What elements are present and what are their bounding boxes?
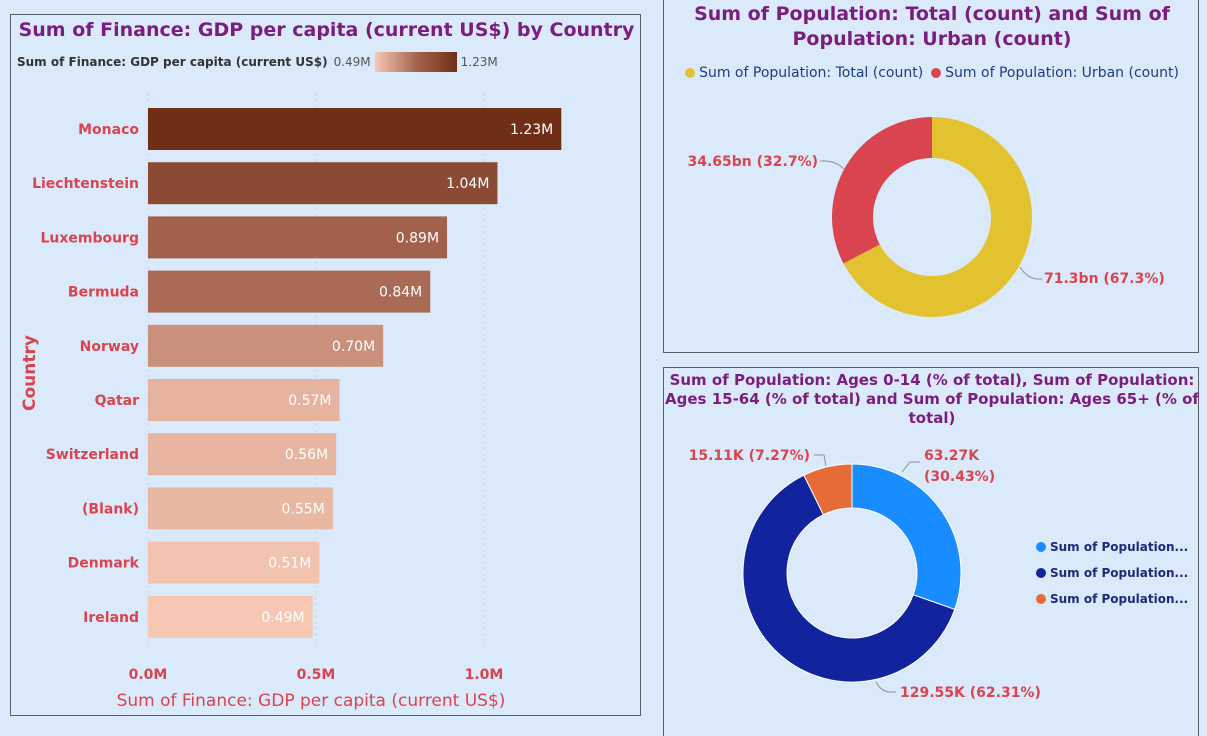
- y-category-label: Norway: [80, 339, 139, 355]
- donut-slice: [851, 463, 962, 611]
- x-tick-label: 1.0M: [465, 667, 504, 683]
- color-scale-legend: Sum of Finance: GDP per capita (current …: [17, 52, 498, 72]
- donut1-chart: 71.3bn (67.3%) 34.65bn (32.7%): [687, 117, 1165, 318]
- donut-slice: [843, 117, 1032, 318]
- bar: [148, 270, 431, 313]
- bar-chart-panel: Sum of Finance: GDP per capita (current …: [10, 14, 641, 716]
- leader-line: [1019, 266, 1042, 280]
- legend-label: Sum of Population...: [1050, 566, 1189, 580]
- legend-item-ages-15-64[interactable]: Sum of Population...: [1036, 566, 1188, 580]
- bar-data-label: 0.57M: [288, 393, 331, 409]
- legend-dot: [1036, 568, 1046, 578]
- donut-data-label: 71.3bn (67.3%): [1044, 271, 1165, 287]
- bar: [148, 541, 320, 584]
- legend-item-ages-65[interactable]: Sum of Population...: [1036, 592, 1188, 606]
- leader-line: [875, 681, 896, 693]
- legend-dot: [1036, 594, 1046, 604]
- donut-data-label: 15.11K (7.27%): [689, 448, 810, 464]
- y-category-label: Monaco: [78, 122, 139, 138]
- legend-dot: [685, 68, 696, 78]
- donut-data-label: 63.27K: [924, 448, 980, 464]
- y-category-label: Qatar: [95, 393, 139, 409]
- donut-slice: [832, 117, 932, 264]
- bar: [148, 379, 340, 421]
- legend-label: Sum of Population: Urban (count): [945, 65, 1179, 81]
- legend-dot: [931, 68, 942, 78]
- bar: [148, 216, 448, 259]
- bar: [148, 595, 313, 638]
- y-category-label: (Blank): [82, 501, 139, 517]
- y-axis-title: Country: [20, 335, 40, 411]
- y-category-label: Luxembourg: [40, 230, 139, 246]
- x-tick-label: 0.5M: [297, 667, 336, 683]
- donut-slice: [742, 474, 956, 683]
- legend-item-ages-0-14[interactable]: Sum of Population...: [1036, 540, 1188, 554]
- population-ages-panel: Sum of Population: Ages 0-14 (% of total…: [663, 367, 1199, 736]
- color-scale-max: 1.23M: [460, 55, 498, 69]
- leader-line: [820, 160, 845, 170]
- color-scale-min: 0.49M: [333, 55, 371, 69]
- legend-label: Sum of Population...: [1050, 540, 1189, 554]
- donut-data-label: 34.65bn (32.7%): [687, 154, 818, 170]
- color-scale-gradient: [374, 52, 457, 72]
- x-tick-label: 0.0M: [129, 667, 168, 683]
- bar-chart: 0.0M 0.5M 1.0M Monaco 1.23M Liechtenstein 1.04…: [20, 93, 562, 711]
- legend-label: Sum of Population: Total (count): [699, 65, 924, 81]
- donut1-title: Sum of Population: Total (count) and Sum…: [694, 3, 1170, 50]
- leader-line: [814, 454, 827, 467]
- bar-data-label: 0.51M: [268, 556, 311, 572]
- bar: [148, 108, 562, 150]
- bar-data-label: 0.49M: [261, 610, 304, 626]
- legend-item-urban[interactable]: Sum of Population: Urban (count): [931, 65, 1179, 81]
- y-category-label: Denmark: [68, 556, 140, 572]
- leader-line: [901, 461, 920, 473]
- legend-label: Sum of Population...: [1050, 592, 1189, 606]
- population-total-urban-panel: Sum of Population: Total (count) and Sum…: [663, 0, 1199, 353]
- color-scale-label: Sum of Finance: GDP per capita (current …: [17, 55, 328, 69]
- donut1-legend: Sum of Population: Total (count) Sum of …: [664, 65, 1200, 81]
- y-category-label: Ireland: [83, 610, 139, 626]
- y-category-label: Switzerland: [46, 447, 139, 463]
- donut-slice: [803, 463, 853, 516]
- bar-data-label: 0.89M: [396, 230, 439, 246]
- donut2-chart: 63.27K (30.43%) 129.55K (62.31%) 15.11K (7.…: [689, 448, 1041, 701]
- donut-data-label: (30.43%): [924, 469, 995, 485]
- donut-data-label: 129.55K (62.31%): [900, 685, 1041, 701]
- bar-data-label: 1.04M: [446, 176, 489, 192]
- bar-data-label: 0.84M: [379, 285, 422, 301]
- bar: [148, 487, 333, 530]
- bar-chart-title: Sum of Finance: GDP per capita (current …: [18, 19, 635, 41]
- legend-item-total[interactable]: Sum of Population: Total (count): [685, 65, 923, 81]
- x-axis-title: Sum of Finance: GDP per capita (current …: [117, 691, 506, 711]
- bar-data-label: 0.55M: [282, 501, 325, 517]
- y-category-label: Bermuda: [68, 285, 139, 301]
- donut2-title: Sum of Population: Ages 0-14 (% of total…: [665, 371, 1199, 427]
- bar-data-label: 1.23M: [510, 122, 553, 138]
- bar-data-label: 0.56M: [285, 447, 328, 463]
- bar: [148, 324, 384, 367]
- bar: [148, 162, 498, 205]
- y-category-label: Liechtenstein: [32, 176, 139, 192]
- legend-dot: [1036, 542, 1046, 552]
- bar: [148, 433, 337, 476]
- donut2-legend: Sum of Population... Sum of Population..…: [1036, 540, 1188, 618]
- bar-data-label: 0.70M: [332, 339, 375, 355]
